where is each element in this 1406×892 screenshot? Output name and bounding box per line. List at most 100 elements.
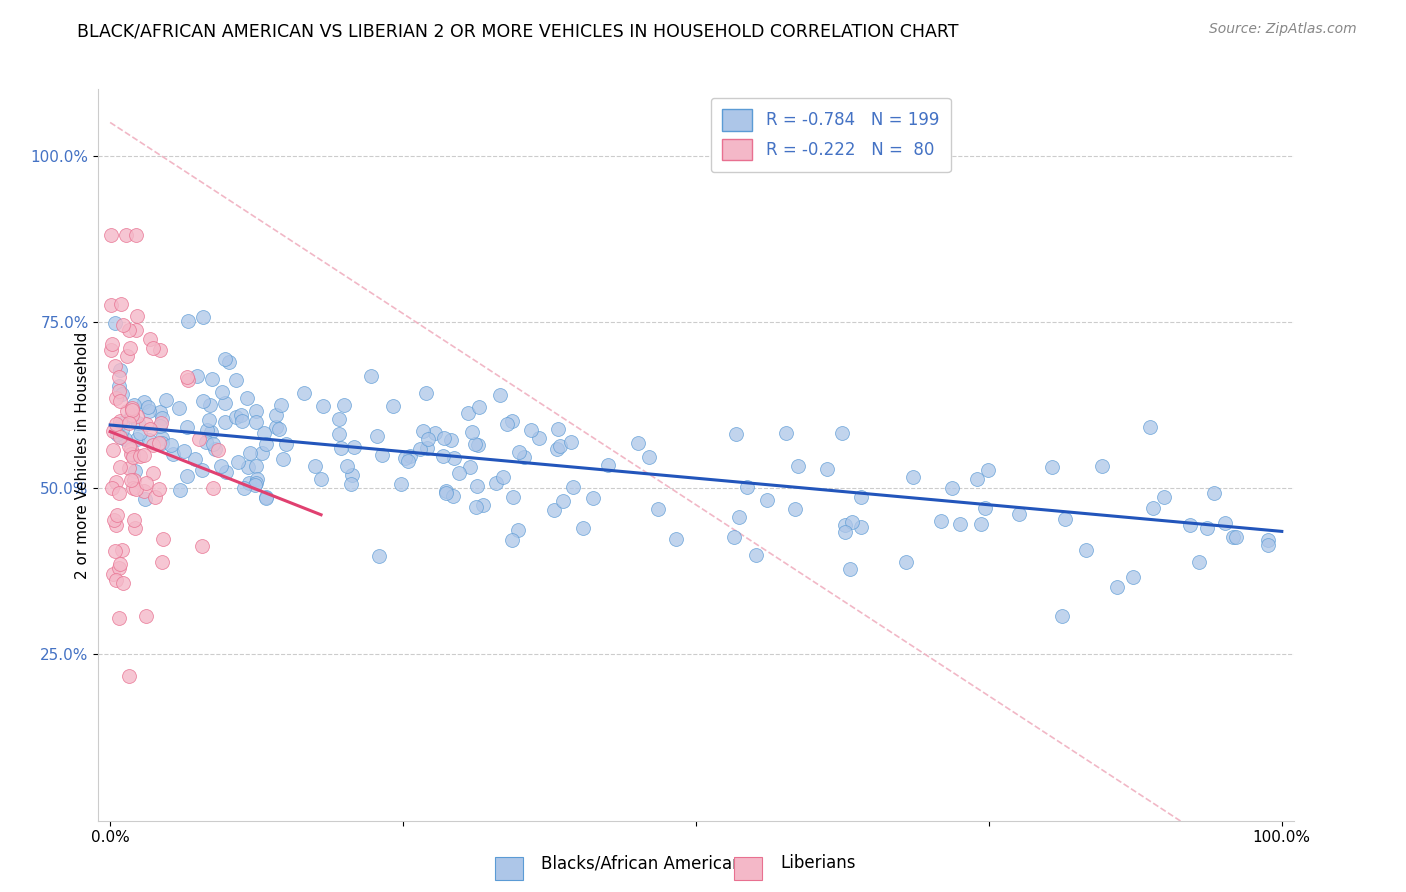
Point xyxy=(195,423,218,437)
Point xyxy=(423,425,446,440)
Point xyxy=(432,449,454,463)
Point xyxy=(142,342,165,356)
Point xyxy=(135,417,157,431)
Point xyxy=(198,412,221,426)
Point xyxy=(111,416,134,430)
Point xyxy=(562,480,585,494)
Point xyxy=(201,481,224,495)
Point xyxy=(834,517,856,532)
Point xyxy=(150,431,173,445)
Point xyxy=(122,473,145,487)
Point xyxy=(187,432,209,446)
Point xyxy=(1188,555,1211,569)
Point xyxy=(129,449,152,463)
Point xyxy=(468,400,491,414)
Point xyxy=(176,370,198,384)
Point xyxy=(254,491,277,505)
Point xyxy=(834,524,856,539)
Point xyxy=(271,452,294,467)
Point xyxy=(529,431,551,445)
Point xyxy=(485,476,508,491)
Point xyxy=(838,561,860,575)
Point xyxy=(101,566,124,581)
Point xyxy=(783,502,806,516)
Point xyxy=(107,560,129,574)
Point xyxy=(117,404,139,418)
Point xyxy=(245,416,267,430)
Point xyxy=(458,460,481,475)
Point xyxy=(104,517,127,532)
Point xyxy=(1180,518,1202,533)
Point xyxy=(149,418,172,433)
Point xyxy=(647,502,669,516)
Point xyxy=(104,475,127,489)
Point xyxy=(125,228,148,243)
Point xyxy=(132,448,155,462)
Point xyxy=(107,426,129,441)
Point xyxy=(138,403,160,417)
Point xyxy=(193,310,215,325)
Point xyxy=(434,485,457,500)
Point xyxy=(508,523,530,537)
Text: Liberians: Liberians xyxy=(780,855,856,872)
Point xyxy=(434,483,457,498)
Point xyxy=(508,444,530,458)
Point xyxy=(949,517,972,532)
Point xyxy=(200,425,222,440)
Point xyxy=(849,491,872,505)
Point xyxy=(728,509,751,524)
Point xyxy=(111,576,134,591)
Point xyxy=(191,393,214,408)
Point xyxy=(214,396,236,410)
Point xyxy=(235,391,257,405)
Point xyxy=(111,423,134,437)
Point xyxy=(108,384,131,399)
Point xyxy=(360,369,382,384)
Point xyxy=(841,515,863,529)
Point xyxy=(129,425,152,440)
Point xyxy=(553,494,575,508)
Point xyxy=(103,513,125,527)
Point xyxy=(127,416,149,430)
Point xyxy=(150,410,173,425)
Point xyxy=(343,440,366,454)
Point xyxy=(745,548,768,562)
Point xyxy=(149,416,172,430)
Point xyxy=(160,438,183,452)
Point xyxy=(449,466,471,480)
Point xyxy=(110,429,132,443)
Point xyxy=(238,459,260,474)
Point xyxy=(215,465,238,479)
Point xyxy=(118,439,141,453)
Point xyxy=(543,503,565,517)
Point xyxy=(457,406,479,420)
Point xyxy=(896,555,918,569)
Point xyxy=(209,459,232,474)
Point xyxy=(122,481,145,495)
Point xyxy=(1195,521,1218,535)
Point xyxy=(115,349,138,363)
Point xyxy=(100,343,122,357)
Point xyxy=(399,449,422,463)
Point xyxy=(1122,570,1144,584)
Point xyxy=(111,386,134,401)
Point xyxy=(332,398,354,412)
Point xyxy=(496,417,519,431)
Point xyxy=(232,481,254,495)
Point xyxy=(416,432,439,446)
Point xyxy=(1225,530,1247,544)
Point xyxy=(245,476,267,491)
Point xyxy=(276,437,298,451)
Point xyxy=(150,555,173,569)
Point xyxy=(177,372,200,386)
Point xyxy=(108,379,131,393)
Point xyxy=(328,427,350,442)
Point xyxy=(173,443,195,458)
Point xyxy=(105,573,128,587)
Point xyxy=(139,422,162,436)
Point xyxy=(513,450,536,464)
Point xyxy=(1257,539,1279,553)
Point xyxy=(105,391,128,405)
Point xyxy=(149,343,172,358)
Y-axis label: 2 or more Vehicles in Household: 2 or more Vehicles in Household xyxy=(75,331,90,579)
